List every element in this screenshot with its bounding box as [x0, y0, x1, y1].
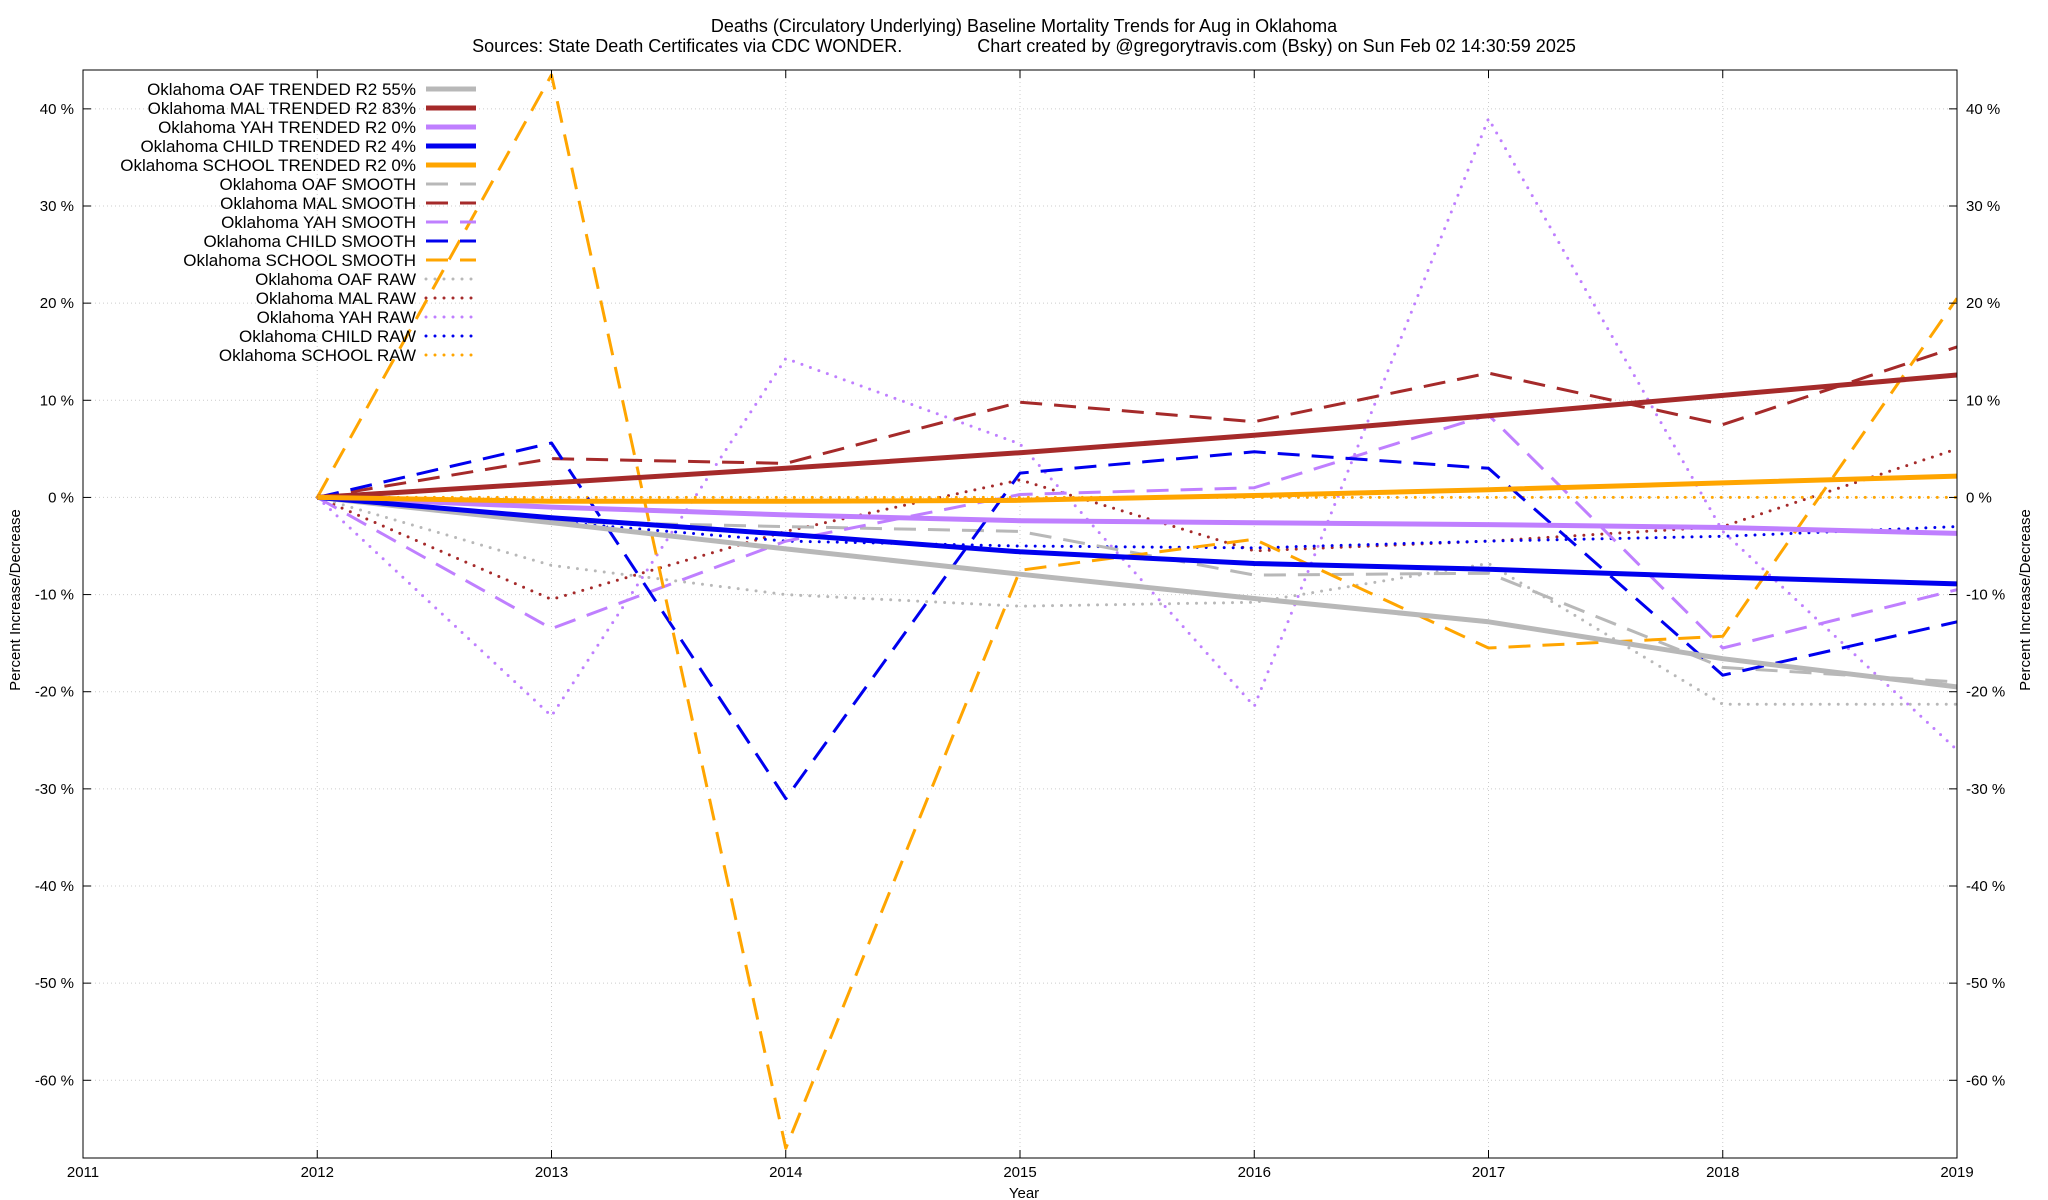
legend-label: Oklahoma OAF RAW — [255, 270, 416, 289]
x-tick-label: 2017 — [1472, 1164, 1505, 1181]
y2-tick-label: 30 % — [1966, 198, 2000, 215]
x-tick-label: 2019 — [1940, 1164, 1973, 1181]
y-tick-label: -10 % — [35, 587, 74, 604]
y-tick-label: 10 % — [40, 392, 74, 409]
series-line-dotted-12 — [315, 117, 1957, 752]
y2-tick-label: -10 % — [1966, 587, 2005, 604]
legend-label: Oklahoma SCHOOL TRENDED R2 0% — [120, 156, 416, 175]
legend-label: Oklahoma MAL RAW — [256, 289, 416, 308]
series-line-solid-0 — [317, 494, 1957, 690]
legend-label: Oklahoma CHILD SMOOTH — [203, 232, 416, 251]
x-tick-label: 2018 — [1706, 1164, 1739, 1181]
y2-tick-label: 20 % — [1966, 295, 2000, 312]
x-tick-label: 2015 — [1003, 1164, 1036, 1181]
legend-label: Oklahoma YAH SMOOTH — [221, 213, 416, 232]
legend-label: Oklahoma SCHOOL SMOOTH — [183, 251, 416, 270]
y2-tick-label: -20 % — [1966, 684, 2005, 701]
y-tick-label: 30 % — [40, 198, 74, 215]
series-line-solid-1 — [317, 372, 1957, 500]
x-tick-label: 2016 — [1238, 1164, 1271, 1181]
chart-title: Deaths (Circulatory Underlying) Baseline… — [711, 16, 1338, 36]
series-line-dotted-13 — [315, 495, 1957, 550]
legend-label: Oklahoma YAH RAW — [257, 308, 416, 327]
x-tick-label: 2014 — [769, 1164, 802, 1181]
legend-label: Oklahoma MAL SMOOTH — [220, 194, 416, 213]
series-line-dashed-6 — [317, 345, 1957, 499]
series-layer — [315, 73, 1957, 1150]
series-line-solid-4 — [317, 473, 1957, 504]
y2-tick-label: -60 % — [1966, 1072, 2005, 1089]
y-tick-label: 40 % — [40, 101, 74, 118]
legend-label: Oklahoma CHILD TRENDED R2 4% — [140, 137, 416, 156]
y2-tick-label: -50 % — [1966, 975, 2005, 992]
y2-axis-label: Percent Increase/Decrease — [2017, 509, 2034, 691]
legend-label: Oklahoma YAH TRENDED R2 0% — [158, 118, 416, 137]
x-axis-label: Year — [1009, 1185, 1039, 1200]
legend: Oklahoma OAF TRENDED R2 55%Oklahoma MAL … — [120, 80, 478, 365]
legend-label: Oklahoma OAF TRENDED R2 55% — [147, 80, 416, 99]
legend-label: Oklahoma CHILD RAW — [239, 327, 416, 346]
legend-label: Oklahoma SCHOOL RAW — [219, 346, 416, 365]
y2-tick-label: -30 % — [1966, 781, 2005, 798]
y-axis-label: Percent Increase/Decrease — [7, 509, 24, 691]
y-tick-label: -60 % — [35, 1072, 74, 1089]
y-tick-label: -20 % — [35, 684, 74, 701]
y2-tick-label: 0 % — [1966, 489, 1992, 506]
series-line-dotted-10 — [315, 495, 1957, 706]
x-tick-label: 2012 — [301, 1164, 334, 1181]
series-line-solid-2 — [317, 494, 1957, 536]
x-tick-label: 2013 — [535, 1164, 568, 1181]
series-line-dashed-9 — [315, 73, 1957, 1150]
y-tick-label: -40 % — [35, 878, 74, 895]
y-tick-label: -50 % — [35, 975, 74, 992]
series-line-dashed-7 — [316, 413, 1957, 650]
y-tick-label: 0 % — [48, 489, 74, 506]
y2-tick-label: 40 % — [1966, 101, 2000, 118]
chart-subtitle: Sources: State Death Certificates via CD… — [472, 36, 1576, 56]
x-tick-label: 2011 — [67, 1164, 99, 1181]
tick-layer: 2011 2012 2013 2014 2015 2016 2017 2018 2019 40 %… — [35, 70, 2005, 1181]
y2-tick-label: -40 % — [1966, 878, 2005, 895]
legend-label: Oklahoma MAL TRENDED R2 83% — [148, 99, 416, 118]
y2-tick-label: 10 % — [1966, 392, 2000, 409]
legend-label: Oklahoma OAF SMOOTH — [220, 175, 416, 194]
y-tick-label: 20 % — [40, 295, 74, 312]
y-tick-label: -30 % — [35, 781, 74, 798]
series-line-solid-3 — [317, 494, 1957, 587]
